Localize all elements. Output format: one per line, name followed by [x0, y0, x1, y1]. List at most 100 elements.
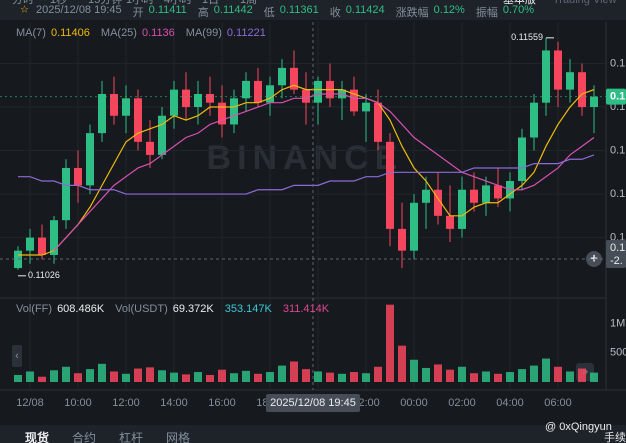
- volume-bar: [518, 369, 526, 382]
- header-value: 0.11442: [213, 4, 253, 16]
- volume-bar: [494, 373, 502, 382]
- alt-view-tab: Trading View: [553, 0, 617, 6]
- volume-bar: [482, 371, 490, 382]
- x-tick-label: 16:00: [208, 397, 236, 409]
- candle-body: [446, 215, 454, 229]
- volume-bar: [86, 369, 94, 382]
- vol-value: 608.486K: [57, 303, 105, 315]
- candle-body: [158, 115, 166, 155]
- candle-body: [422, 189, 430, 203]
- candle-body: [386, 141, 394, 229]
- volume-bar: [158, 370, 166, 382]
- candle-body: [254, 80, 262, 103]
- x-tick-label: 00:00: [400, 397, 428, 409]
- volume-bar: [230, 373, 238, 382]
- volume-bar: [314, 371, 322, 382]
- candle-body: [170, 89, 178, 116]
- current-price-text: 0.1: [610, 90, 625, 102]
- candle-body: [266, 85, 274, 103]
- candle-body: [86, 133, 94, 186]
- volume-bar: [554, 366, 562, 382]
- trade-tab[interactable]: 网格: [166, 430, 190, 443]
- interval-tab[interactable]: 1日: [202, 0, 219, 6]
- candle-body: [314, 80, 322, 103]
- trade-tab[interactable]: 杠杆: [119, 430, 143, 443]
- volume-bar: [338, 373, 346, 382]
- x-tick-label: 12/08: [16, 397, 44, 409]
- ma-name: MA(7): [16, 27, 46, 39]
- header-label: 高: [197, 7, 209, 19]
- interval-tab[interactable]: 4小时: [164, 0, 192, 6]
- vol-label: Vol(USDT): [115, 303, 168, 315]
- candle-body: [290, 67, 298, 90]
- candle-body: [218, 102, 226, 125]
- vol-value: 69.372K: [172, 303, 214, 315]
- volume-bar: [74, 373, 82, 382]
- candle-body: [278, 67, 286, 86]
- volume-bar: [530, 365, 538, 382]
- countdown-text: -2.: [610, 255, 623, 267]
- ma-legend: MA(7) 0.11406 MA(25) 0.1136 MA(99) 0.11221: [16, 27, 272, 39]
- candle-body: [554, 50, 562, 90]
- volume-bar: [182, 374, 190, 382]
- candle-body: [74, 167, 82, 186]
- volume-bar: [374, 366, 382, 382]
- candle-body: [494, 185, 502, 199]
- ma-line: [18, 154, 595, 195]
- volume-bar: [386, 304, 394, 382]
- volume-bar: [290, 361, 298, 382]
- interval-tab[interactable]: 1小时: [126, 0, 154, 6]
- candle-body: [566, 72, 574, 90]
- high-label: 0.11559: [511, 32, 543, 42]
- volume-bar: [278, 365, 286, 382]
- volume-bar: [110, 371, 118, 382]
- candle-body: [458, 189, 466, 229]
- volume-bar: [350, 372, 358, 382]
- trade-tab[interactable]: 现货: [25, 430, 49, 443]
- volume-bar: [422, 367, 430, 382]
- header-label: 低: [263, 7, 275, 19]
- header-label: 涨跌幅: [395, 7, 429, 19]
- volume-bar: [506, 372, 514, 382]
- interval-tab[interactable]: 15分钟: [88, 0, 122, 6]
- interval-tab[interactable]: 1秒: [50, 0, 67, 6]
- volume-bar: [146, 367, 154, 382]
- candle-body: [530, 102, 538, 138]
- volume-bar: [326, 372, 334, 382]
- candle-body: [26, 237, 34, 251]
- volume-bar: [50, 370, 58, 382]
- candle-body: [434, 189, 442, 216]
- header-label: 收: [329, 7, 341, 19]
- x-tick-label: 14:00: [160, 397, 188, 409]
- candle-body: [206, 93, 214, 103]
- y-tick-label: 0.1: [610, 188, 625, 200]
- header-label: 振幅: [475, 7, 498, 19]
- ma-line: [53, 93, 595, 252]
- crosshair-time-label: 2025/12/08 19:45: [270, 397, 356, 409]
- scroll-left[interactable]: [12, 345, 22, 367]
- scroll-left-icon: ‹: [15, 350, 19, 362]
- cursor-price-text: 0.1: [610, 242, 625, 254]
- header-value: 0.11361: [279, 4, 319, 16]
- volume-bar: [302, 369, 310, 382]
- vol-value: 311.414K: [282, 303, 330, 315]
- candle-body: [110, 93, 118, 116]
- volume-bar: [362, 373, 370, 382]
- interval-tab[interactable]: 1周: [240, 0, 257, 6]
- x-tick-label: 10:00: [64, 397, 92, 409]
- y-tick-label: 0.1: [610, 144, 625, 156]
- candle-body: [398, 228, 406, 251]
- volume-bar: [578, 368, 586, 382]
- low-label: 0.11026: [28, 270, 60, 280]
- mode-tab: 基本版: [503, 0, 536, 6]
- vol-value: 353.147K: [224, 303, 272, 315]
- volume-bar: [410, 359, 418, 382]
- interval-tab[interactable]: 分时: [12, 0, 34, 6]
- volume-bar: [194, 372, 202, 382]
- candle-body: [38, 237, 46, 256]
- ohlc-header: 2025/12/08 19:45 开 0.11411 高 0.11442 低 0.11361…: [36, 4, 540, 20]
- header-value: 0.70%: [502, 4, 535, 16]
- trade-tab[interactable]: 合约: [72, 430, 96, 443]
